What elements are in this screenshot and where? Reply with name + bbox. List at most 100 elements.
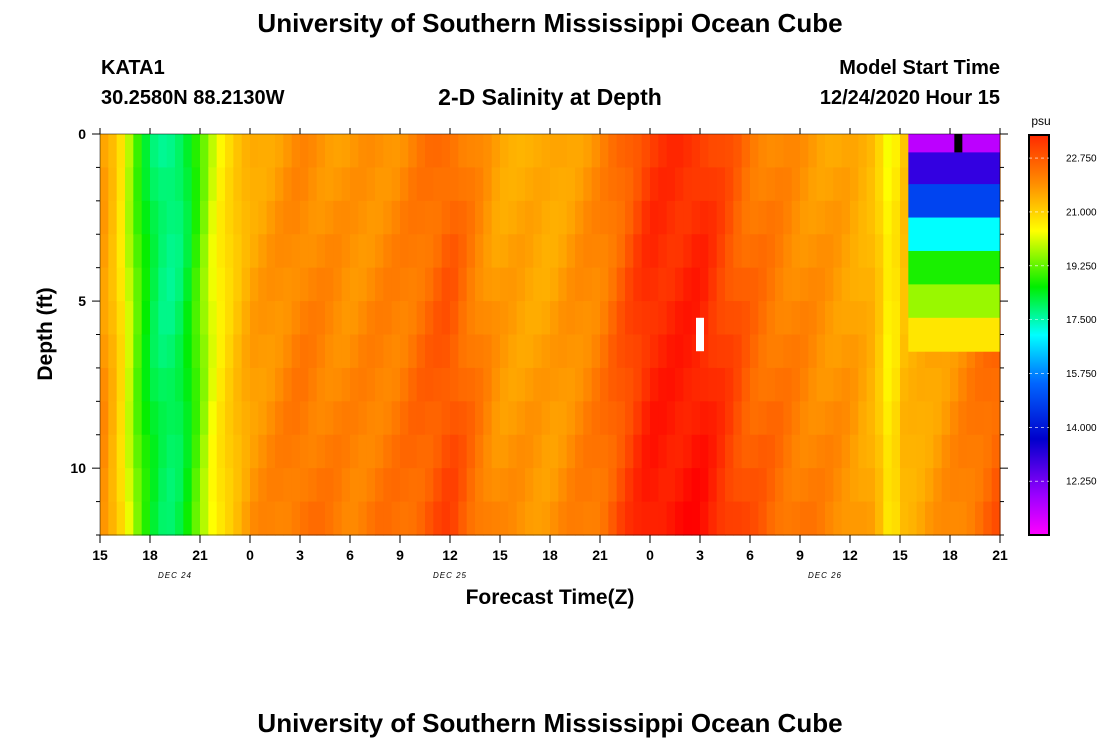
heatmap-cell bbox=[341, 334, 351, 369]
heatmap-cell bbox=[500, 301, 509, 336]
heatmap-cell bbox=[675, 334, 684, 369]
heatmap-cell bbox=[366, 401, 376, 436]
heatmap-cell bbox=[433, 134, 443, 169]
heatmap-cell bbox=[858, 301, 868, 336]
heatmap-cell bbox=[316, 334, 326, 369]
heatmap-cell bbox=[733, 334, 743, 369]
heatmap-cell bbox=[575, 468, 584, 503]
heatmap-cell bbox=[566, 200, 576, 235]
heatmap-cell bbox=[100, 434, 109, 469]
heatmap-cell bbox=[641, 267, 651, 302]
heatmap-cell bbox=[558, 134, 568, 169]
heatmap-cell bbox=[741, 401, 751, 436]
heatmap-cell bbox=[525, 301, 534, 336]
heatmap-cell bbox=[783, 134, 793, 169]
heatmap-cell bbox=[758, 167, 768, 202]
heatmap-cell bbox=[425, 468, 434, 503]
heatmap-cell bbox=[616, 134, 626, 169]
heatmap-cell bbox=[458, 267, 468, 302]
heatmap-cell bbox=[675, 401, 684, 436]
heatmap-cell bbox=[750, 200, 759, 235]
heatmap-cell bbox=[533, 301, 543, 336]
heatmap-cell bbox=[191, 468, 201, 503]
heatmap-cell bbox=[408, 234, 418, 269]
heatmap-cell bbox=[100, 501, 109, 536]
heatmap-cell bbox=[875, 200, 884, 235]
heatmap-cell bbox=[333, 200, 343, 235]
heatmap-cell bbox=[533, 167, 543, 202]
heatmap-cell bbox=[325, 468, 334, 503]
heatmap-cell bbox=[500, 367, 509, 402]
heatmap-cell bbox=[891, 334, 901, 369]
heatmap-cell bbox=[775, 234, 784, 269]
heatmap-cell bbox=[816, 468, 826, 503]
heatmap-cell bbox=[591, 334, 601, 369]
heatmap-cell bbox=[133, 334, 143, 369]
heatmap-cell bbox=[916, 401, 926, 436]
heatmap-cell bbox=[658, 267, 668, 302]
heatmap-cell bbox=[900, 200, 909, 235]
colorbar-tick-label: 21.000 bbox=[1066, 207, 1097, 218]
heatmap-cell bbox=[333, 234, 343, 269]
white-marker bbox=[696, 317, 704, 352]
model-start-label: Model Start Time bbox=[839, 57, 1000, 79]
heatmap-cell bbox=[483, 367, 493, 402]
heatmap-cell bbox=[533, 234, 543, 269]
heatmap-cell bbox=[991, 501, 1001, 536]
heatmap-cell bbox=[358, 167, 368, 202]
heatmap-cell bbox=[866, 167, 876, 202]
heatmap-cell bbox=[241, 134, 251, 169]
heatmap-cell bbox=[450, 167, 459, 202]
heatmap-cell bbox=[575, 334, 584, 369]
heatmap-cell bbox=[150, 234, 159, 269]
heatmap-cell bbox=[825, 234, 834, 269]
heatmap-cell bbox=[333, 401, 343, 436]
heatmap-cell bbox=[283, 334, 293, 369]
heatmap-cell bbox=[458, 134, 468, 169]
heatmap-cell bbox=[141, 468, 151, 503]
heatmap-cell bbox=[608, 301, 618, 336]
heatmap-cell bbox=[400, 468, 409, 503]
heatmap-cell bbox=[258, 134, 268, 169]
heatmap-cell bbox=[525, 134, 534, 169]
heatmap-cell bbox=[741, 134, 751, 169]
heatmap-cell bbox=[716, 367, 726, 402]
heatmap-cell bbox=[733, 167, 743, 202]
heatmap-cell bbox=[208, 334, 218, 369]
heatmap-cell bbox=[216, 167, 226, 202]
heatmap-cell bbox=[150, 134, 159, 169]
heatmap-cell bbox=[541, 334, 551, 369]
heatmap-cell bbox=[308, 334, 318, 369]
heatmap-cell bbox=[441, 434, 451, 469]
heatmap-cell bbox=[525, 167, 534, 202]
heatmap-cell bbox=[850, 301, 859, 336]
heatmap-cell bbox=[175, 234, 184, 269]
heatmap-cell bbox=[541, 267, 551, 302]
heatmap-cell bbox=[366, 234, 376, 269]
heatmap-cell bbox=[408, 301, 418, 336]
heatmap-cell bbox=[433, 234, 443, 269]
heatmap-cell bbox=[308, 501, 318, 536]
heatmap-cell bbox=[158, 367, 168, 402]
heatmap-cell bbox=[816, 301, 826, 336]
heatmap-cell bbox=[208, 367, 218, 402]
heatmap-cell bbox=[341, 434, 351, 469]
heatmap-cell bbox=[933, 367, 943, 402]
heatmap-cell bbox=[533, 134, 543, 169]
heatmap-cell bbox=[916, 367, 926, 402]
heatmap-cell bbox=[341, 200, 351, 235]
heatmap-cell bbox=[733, 468, 743, 503]
heatmap-cell bbox=[433, 401, 443, 436]
heatmap-cell bbox=[116, 234, 126, 269]
heatmap-cell bbox=[441, 334, 451, 369]
heatmap-cell bbox=[225, 501, 234, 536]
heatmap-cell bbox=[291, 301, 301, 336]
heatmap-cell bbox=[466, 200, 476, 235]
heatmap-cell bbox=[725, 167, 734, 202]
heatmap-cell bbox=[233, 401, 243, 436]
heatmap-cell bbox=[400, 134, 409, 169]
heatmap-cell bbox=[283, 401, 293, 436]
heatmap-cell bbox=[316, 234, 326, 269]
date-label: DEC 24 bbox=[158, 571, 192, 580]
colorbar-tick-label: 22.750 bbox=[1066, 154, 1097, 165]
